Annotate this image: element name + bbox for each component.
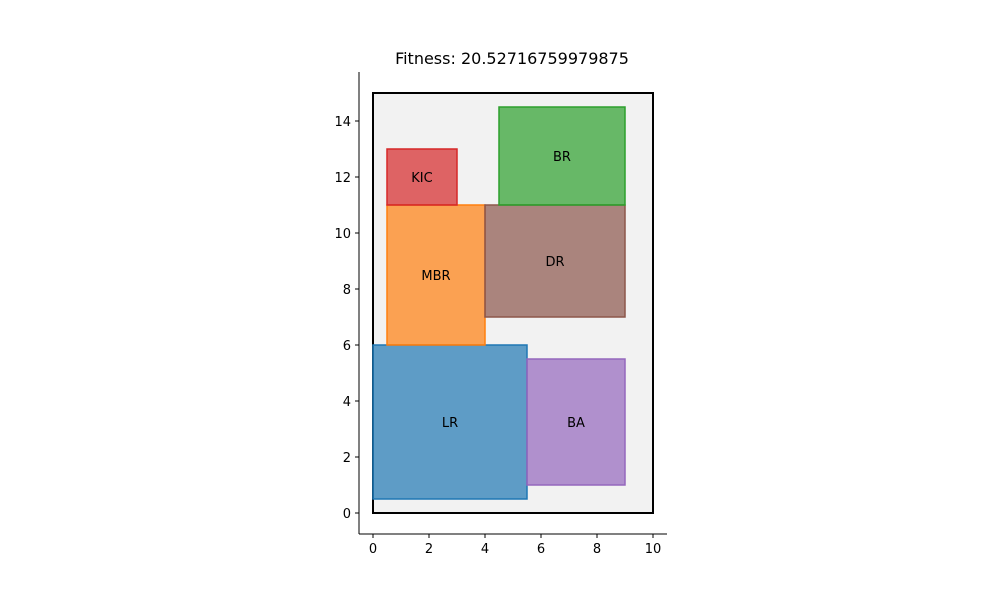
y-tick-label: 12 [334, 171, 351, 186]
room-ba-rect [526, 358, 626, 486]
y-tick-label: 10 [334, 227, 351, 242]
x-tick-label: 6 [537, 542, 545, 557]
y-tick-label: 4 [343, 395, 351, 410]
room-lr-label: LR [442, 416, 458, 431]
plot-area: LR BA MBR DR KIC BR 0 2 4 6 8 10 0 2 4 6 8 10 12 14 [334, 72, 667, 557]
room-dr-label: DR [545, 255, 564, 270]
chart-title: Fitness: 20.52716759979875 [395, 49, 629, 68]
y-tick-label: 14 [334, 115, 351, 130]
room-ba-label: BA [567, 416, 585, 431]
x-tick-label: 10 [645, 542, 662, 557]
room-kic-rect [386, 148, 458, 206]
room-mbr-rect [386, 204, 486, 346]
y-tick-label: 6 [343, 339, 351, 354]
x-tick-label: 0 [369, 542, 377, 557]
y-tick-label: 8 [343, 283, 351, 298]
room-br-rect [498, 106, 626, 206]
y-tick-label: 2 [343, 451, 351, 466]
room-mbr-label: MBR [421, 269, 450, 284]
room-dr-rect [484, 204, 626, 318]
x-tick-label: 8 [593, 542, 601, 557]
room-lr-rect [372, 344, 528, 500]
x-tick-label: 2 [425, 542, 433, 557]
y-tick-label: 0 [343, 507, 351, 522]
room-br-label: BR [553, 150, 571, 165]
x-tick-label: 4 [481, 542, 489, 557]
room-kic-label: KIC [411, 171, 432, 186]
